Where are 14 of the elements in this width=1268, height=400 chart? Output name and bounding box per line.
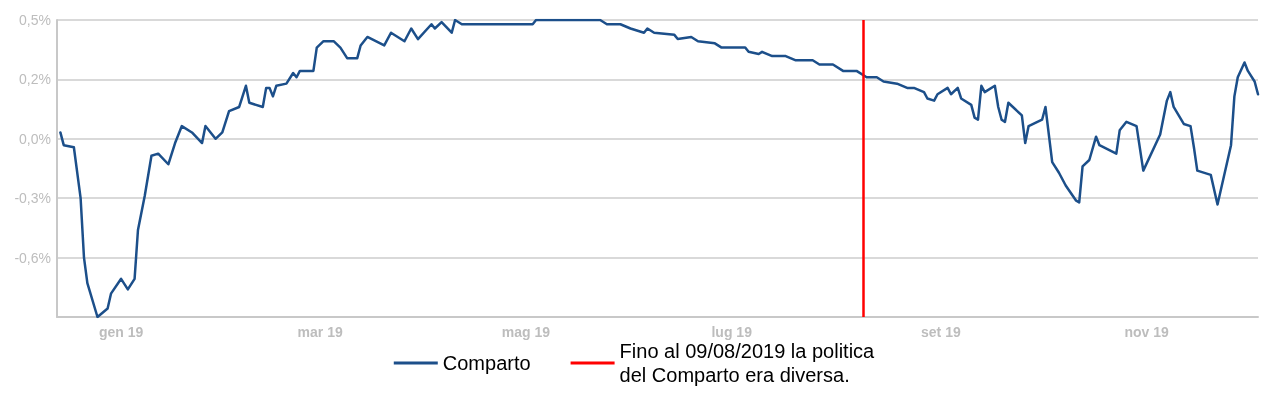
legend-label: Fino al 09/08/2019 la politica del Comparto era diversa.	[619, 340, 876, 386]
x-tick-label: mag 19	[501, 324, 551, 340]
x-tick-label: nov 19	[1124, 324, 1170, 340]
x-tick-label: mar 19	[297, 324, 343, 340]
y-tick-label: -0,6%	[14, 249, 51, 266]
x-tick-label: set 19	[921, 324, 961, 340]
line-series	[59, 18, 1260, 319]
x-tick-label: lug 19	[711, 324, 753, 340]
x-tick-label: gen 19	[98, 324, 144, 340]
y-tick-label: 0,2%	[19, 71, 51, 88]
legend-label: Comparto	[442, 352, 531, 374]
y-tick-label: 0,0%	[19, 130, 51, 147]
y-tick-label: 0,5%	[19, 12, 51, 28]
y-tick-label: -0,3%	[14, 190, 51, 207]
